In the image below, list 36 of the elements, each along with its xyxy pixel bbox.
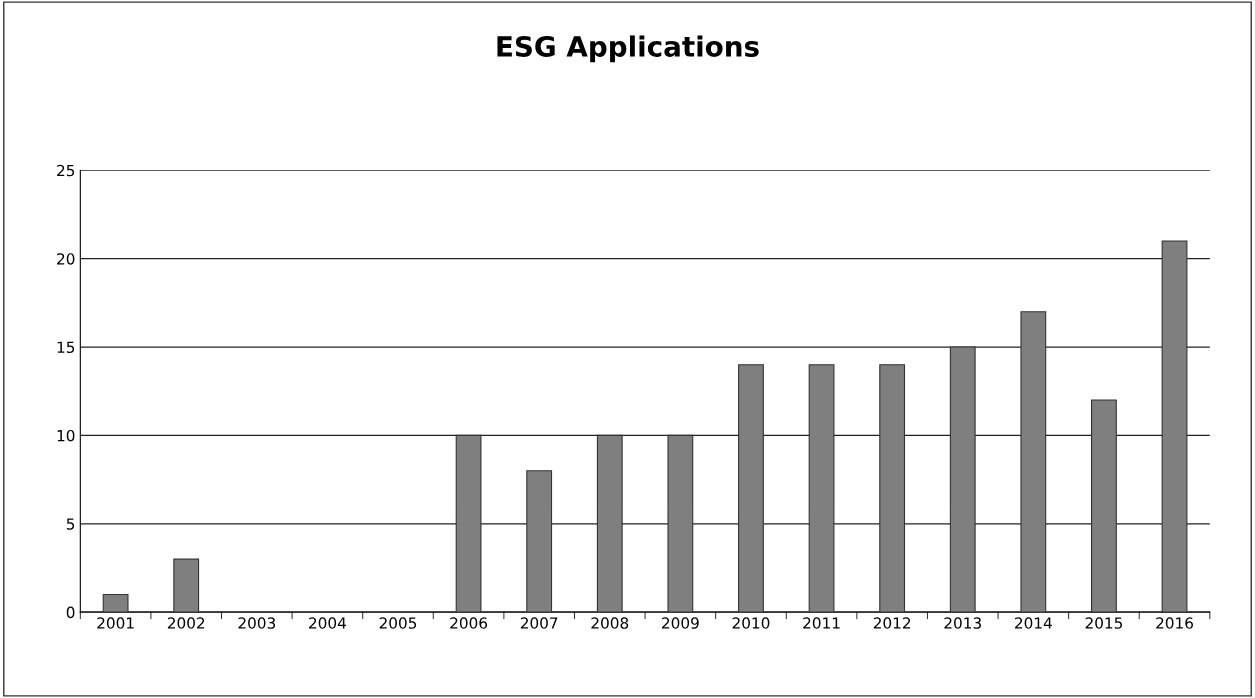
- x-tick-label: 2016: [1156, 617, 1193, 629]
- x-tick-label: 2005: [379, 617, 417, 629]
- bar: [738, 364, 764, 613]
- bar: [173, 558, 200, 613]
- x-tick-label: 2001: [97, 617, 134, 629]
- x-tick-label: 2010: [732, 617, 770, 629]
- x-tick-label: 2012: [873, 617, 911, 629]
- x-tick-label: 2006: [450, 617, 488, 629]
- bar: [455, 434, 482, 613]
- x-tick-label: 2014: [1015, 617, 1052, 629]
- y-tick-label: 25: [57, 164, 75, 177]
- bar: [526, 470, 553, 613]
- x-tick-label: 2015: [1085, 617, 1123, 629]
- bar: [1020, 311, 1047, 613]
- bar: [1161, 240, 1188, 613]
- bar: [879, 364, 906, 613]
- x-tick-label: 2013: [944, 617, 981, 629]
- x-tick-label: 2008: [591, 617, 629, 629]
- x-tick-label: 2011: [803, 617, 840, 629]
- bar: [596, 434, 623, 613]
- chart-title: ESG Applications: [497, 35, 759, 63]
- x-tick-label: 2002: [167, 617, 205, 629]
- bar: [808, 364, 835, 613]
- x-tick-label: 2004: [309, 617, 346, 629]
- x-tick-label: 2009: [662, 617, 699, 629]
- bar: [667, 434, 694, 613]
- x-tick-label: 2003: [238, 617, 276, 629]
- y-tick-label: 0: [66, 606, 75, 619]
- y-tick-label: 5: [66, 518, 75, 530]
- y-tick-label: 20: [57, 253, 75, 265]
- x-tick-label: 2007: [520, 617, 558, 629]
- bar: [1091, 399, 1117, 613]
- bar: [102, 593, 129, 613]
- y-tick-label: 15: [57, 341, 75, 354]
- y-tick-label: 10: [57, 429, 75, 442]
- bar: [949, 346, 976, 613]
